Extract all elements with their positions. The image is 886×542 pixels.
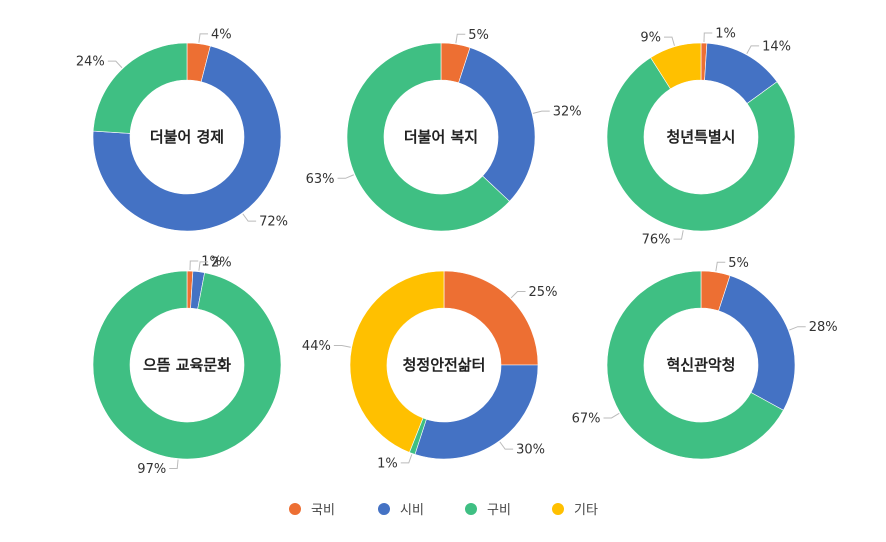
leader-line [789,326,806,331]
legend-swatch [378,503,390,515]
donut-chart-3: 1% 14% 76% 9% 청년특별시 [606,27,796,248]
leader-line [333,345,351,348]
chart-title: 더불어 복지 [404,128,478,146]
donut-chart-6: 5% 28% 67% 혁신관악청 [572,256,838,460]
data-label: 44% [302,339,331,354]
slice-구비 [92,42,188,134]
data-label: 25% [529,285,558,300]
data-label: 76% [642,233,671,248]
data-label: 14% [762,39,791,54]
leader-line [673,230,684,240]
data-label: 24% [76,55,105,70]
slice-시비 [718,275,796,411]
leader-line [107,60,123,69]
slice-국비 [443,270,539,366]
leader-line [337,174,355,179]
leader-line [532,110,550,114]
donut-chart-4: 1%2% 97% 으뜸 교육문화 [92,255,282,477]
leader-line [603,412,620,419]
leader-line [703,32,713,43]
donut-chart-2: 5% 32% 63% 더불어 복지 [306,28,582,232]
leader-line [715,261,726,272]
leader-line [455,33,466,44]
data-label: 2% [211,255,232,270]
slice-구비 [92,270,282,460]
charts-layer: 4% 72% 24% 더불어 경제 5% 32% 63% 더불어 복지 1% 14% 76% 9% 청년… [76,27,838,477]
legend-swatch [465,503,477,515]
slice-구비 [606,57,796,232]
data-label: 1% [377,456,398,471]
slice-시비 [458,47,536,202]
legend-swatch [552,503,564,515]
data-label: 4% [211,27,232,42]
data-label: 67% [572,411,601,426]
donut-chart-1: 4% 72% 24% 더불어 경제 [76,27,288,232]
leader-line [189,260,199,271]
chart-title: 혁신관악청 [666,356,735,374]
leader-line [198,261,209,271]
data-label: 32% [553,105,582,120]
data-label: 97% [137,462,166,477]
leader-line [242,213,257,222]
legend: 국비 시비 구비 기타 [289,503,598,518]
data-label: 30% [516,443,545,458]
chart-title: 으뜸 교육문화 [143,356,231,374]
chart-title: 더불어 경제 [150,128,224,146]
leader-line [198,33,209,43]
legend-label: 기타 [574,503,598,518]
legend-label: 구비 [487,503,511,518]
data-label: 5% [468,28,489,43]
data-label: 1% [715,27,736,42]
legend-label: 시비 [400,503,424,518]
legend-item-구비: 구비 [465,503,511,518]
data-label: 5% [728,256,749,271]
slice-구비 [346,42,510,232]
leader-line [663,36,675,46]
leader-line [400,454,413,464]
data-label: 1% [201,255,222,270]
slice-시비 [92,45,282,232]
legend-item-시비: 시비 [378,503,424,518]
slice-기타 [349,270,445,453]
slice-구비 [606,270,784,460]
legend-swatch [289,503,301,515]
data-label: 63% [306,172,335,187]
leader-line [169,459,179,470]
leader-line [510,290,526,299]
donut-chart-5: 25% 30% 1% 44% 청정안전삶터 [302,270,558,471]
legend-item-기타: 기타 [552,503,598,518]
legend-label: 국비 [311,503,335,518]
data-label: 9% [640,31,661,46]
chart-title: 청년특별시 [666,128,735,146]
legend-item-국비: 국비 [289,503,335,518]
data-label: 28% [809,320,838,335]
slice-기타 [650,42,702,90]
leader-line [499,441,514,450]
data-label: 72% [259,215,288,230]
leader-line [746,45,760,54]
chart-title: 청정안전삶터 [403,356,486,374]
